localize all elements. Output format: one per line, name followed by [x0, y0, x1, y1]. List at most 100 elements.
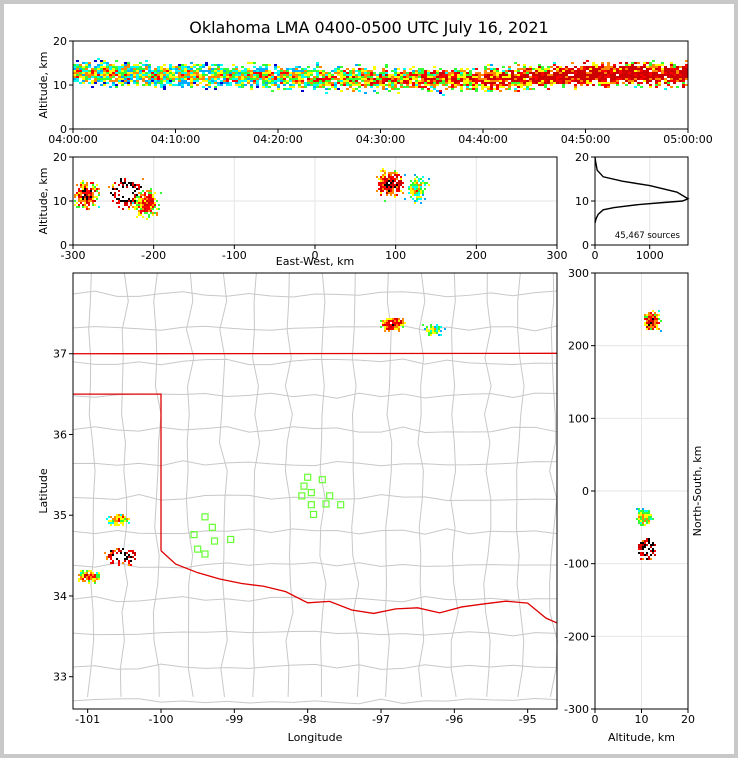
- source-pixel: [132, 194, 134, 196]
- source-pixel: [238, 78, 241, 80]
- source-pixel: [628, 66, 631, 68]
- figure-title: Oklahoma LMA 0400-0500 UTC July 16, 2021: [189, 18, 549, 37]
- source-pixel: [562, 78, 565, 80]
- source-pixel: [199, 70, 202, 72]
- source-pixel: [538, 82, 541, 84]
- source-pixel: [490, 64, 493, 66]
- source-pixel: [205, 62, 208, 64]
- source-pixel: [556, 76, 559, 78]
- source-pixel: [187, 70, 190, 72]
- source-pixel: [217, 84, 220, 86]
- source-pixel: [92, 188, 94, 190]
- source-pixel: [79, 66, 82, 68]
- source-pixel: [535, 72, 538, 74]
- source-pixel: [544, 86, 547, 88]
- source-pixel: [601, 68, 604, 70]
- source-pixel: [307, 72, 310, 74]
- source-pixel: [265, 78, 268, 80]
- source-pixel: [673, 72, 676, 74]
- source-pixel: [568, 80, 571, 82]
- source-pixel: [667, 80, 670, 82]
- source-pixel: [79, 64, 82, 66]
- source-pixel: [181, 74, 184, 76]
- source-pixel: [472, 80, 475, 82]
- source-pixel: [82, 192, 84, 194]
- source-pixel: [364, 74, 367, 76]
- source-pixel: [385, 76, 388, 78]
- source-pixel: [247, 70, 250, 72]
- source-pixel: [277, 88, 280, 90]
- source-pixel: [658, 66, 661, 68]
- source-pixel: [88, 70, 91, 72]
- source-pixel: [109, 66, 112, 68]
- source-pixel: [340, 70, 343, 72]
- source-pixel: [370, 70, 373, 72]
- source-pixel: [451, 82, 454, 84]
- source-pixel: [247, 62, 250, 64]
- source-pixel: [122, 184, 124, 186]
- source-pixel: [367, 78, 370, 80]
- source-pixel: [412, 84, 415, 86]
- source-pixel: [436, 74, 439, 76]
- source-pixel: [94, 60, 97, 62]
- source-pixel: [667, 74, 670, 76]
- source-pixel: [607, 72, 610, 74]
- source-pixel: [586, 72, 589, 74]
- source-pixel: [133, 64, 136, 66]
- source-pixel: [430, 72, 433, 74]
- source-pixel: [493, 74, 496, 76]
- source-pixel: [277, 78, 280, 80]
- source-pixel: [550, 80, 553, 82]
- source-pixel: [97, 72, 100, 74]
- source-pixel: [580, 76, 583, 78]
- source-pixel: [520, 74, 523, 76]
- source-pixel: [97, 80, 100, 82]
- source-pixel: [469, 70, 472, 72]
- source-pixel: [535, 80, 538, 82]
- source-pixel: [421, 70, 424, 72]
- source-pixel: [553, 74, 556, 76]
- source-pixel: [604, 66, 607, 68]
- source-pixel: [202, 64, 205, 66]
- source-pixel: [82, 180, 84, 182]
- source-pixel: [172, 78, 175, 80]
- source-pixel: [445, 80, 448, 82]
- source-pixel: [373, 66, 376, 68]
- source-pixel: [409, 74, 412, 76]
- source-pixel: [685, 74, 688, 76]
- source-pixel: [118, 190, 120, 192]
- source-pixel: [445, 88, 448, 90]
- source-pixel: [544, 82, 547, 84]
- source-pixel: [322, 84, 325, 86]
- source-pixel: [370, 74, 373, 76]
- source-pixel: [91, 86, 94, 88]
- source-pixel: [508, 84, 511, 86]
- source-pixel: [82, 78, 85, 80]
- source-pixel: [316, 64, 319, 66]
- source-pixel: [661, 72, 664, 74]
- source-pixel: [184, 72, 187, 74]
- source-pixel: [574, 70, 577, 72]
- source-pixel: [592, 84, 595, 86]
- source-pixel: [598, 70, 601, 72]
- source-pixel: [607, 62, 610, 64]
- source-pixel: [493, 88, 496, 90]
- source-pixel: [361, 84, 364, 86]
- source-pixel: [136, 76, 139, 78]
- source-pixel: [379, 82, 382, 84]
- source-pixel: [433, 72, 436, 74]
- source-pixel: [664, 66, 667, 68]
- source-pixel: [406, 78, 409, 80]
- source-pixel: [112, 74, 115, 76]
- source-pixel: [235, 68, 238, 70]
- source-pixel: [103, 66, 106, 68]
- source-pixel: [487, 88, 490, 90]
- source-pixel: [76, 72, 79, 74]
- source-pixel: [403, 80, 406, 82]
- source-pixel: [166, 76, 169, 78]
- source-pixel: [433, 70, 436, 72]
- source-pixel: [571, 62, 574, 64]
- source-pixel: [601, 80, 604, 82]
- source-pixel: [664, 80, 667, 82]
- source-pixel: [295, 68, 298, 70]
